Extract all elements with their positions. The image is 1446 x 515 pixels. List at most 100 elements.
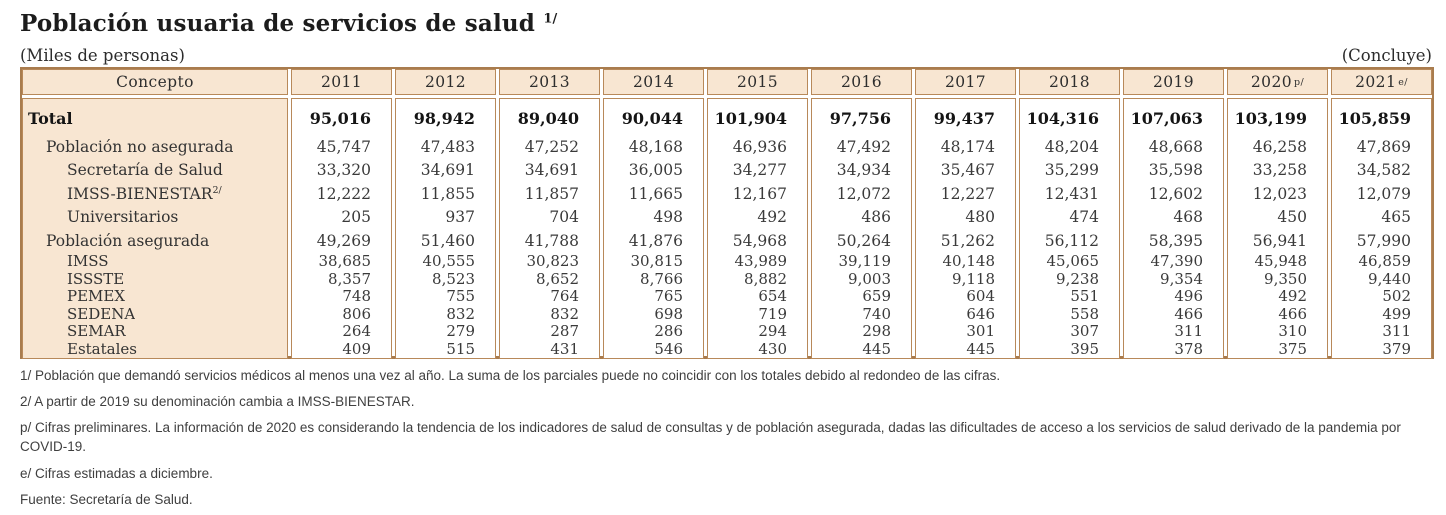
table-row: 12,072 [812, 182, 911, 206]
table-row: 8,523 [396, 270, 495, 288]
year-column-2014: 2014 90,044 48,168 36,005 11,665 498 41,876 30,… [603, 69, 704, 359]
table-row: 30,823 [500, 252, 599, 271]
table-row: 34,934 [812, 159, 911, 183]
table-row: 89,040 [500, 102, 599, 135]
table-row: 205 [292, 206, 391, 230]
year-header-cell: 2021 e/ [1331, 69, 1432, 95]
value-cell: 498 [653, 208, 683, 227]
footnote: 2/ A partir de 2019 su denominación camb… [20, 394, 415, 410]
value-cell: 719 [758, 304, 787, 323]
table-row: 748 [292, 287, 391, 306]
table-row: 41,788 [500, 229, 599, 253]
table-row: 12,167 [708, 182, 807, 206]
year-header-cell: 2014 [603, 69, 704, 95]
year-header-cell: 2012 [395, 69, 496, 95]
table-row: 8,882 [708, 270, 807, 288]
value-cell: 310 [1278, 322, 1307, 341]
value-cell: 379 [1382, 339, 1411, 358]
value-cell: 43,989 [734, 252, 788, 271]
year-column-2020: 2020 p/103,199 46,258 33,258 12,023 450 56,941… [1227, 69, 1328, 359]
table-row: ISSSTE [23, 270, 287, 288]
value-cell: 659 [862, 287, 891, 306]
value-cell: 40,148 [942, 252, 996, 271]
value-cell: 99,437 [933, 109, 995, 128]
year-footnote-marker: e/ [1398, 76, 1408, 88]
table-row: 103,199 [1228, 102, 1327, 135]
value-cell: 45,948 [1254, 252, 1308, 271]
year-column-2018: 2018 104,316 48,204 35,299 12,431 474 56,112 45… [1019, 69, 1120, 359]
value-cell: 47,252 [524, 137, 579, 156]
table-row: 806 [292, 305, 391, 323]
table-row: 38,685 [292, 252, 391, 270]
table-row: 54,968 [708, 229, 807, 253]
row-label: Población no asegurada [46, 137, 234, 156]
value-cell: 546 [654, 339, 683, 358]
value-cell: 748 [342, 287, 371, 306]
table-row: 48,174 [916, 135, 1015, 159]
value-cell: 107,063 [1130, 109, 1203, 128]
value-cell: 35,299 [1044, 161, 1099, 180]
table-row: SEMAR [23, 322, 287, 340]
table-row: Universitarios [23, 206, 287, 230]
concluye-label: (Concluye) [1341, 46, 1432, 65]
year-body: 105,859 47,869 34,582 12,079 465 57,990 46,859… [1331, 98, 1432, 359]
table-row: 311 [1124, 322, 1223, 340]
year-body: 97,756 47,492 34,934 12,072 486 50,264 39,119 9… [811, 98, 912, 359]
value-cell: 12,431 [1044, 184, 1099, 203]
table-row: 499 [1332, 305, 1431, 323]
table-row: 551 [1020, 287, 1119, 305]
table-row: 56,941 [1228, 229, 1327, 253]
table-row: 9,354 [1124, 270, 1223, 288]
table-row: 474 [1020, 206, 1119, 230]
value-cell: 492 [757, 208, 787, 227]
value-cell: 48,204 [1044, 137, 1099, 156]
table-row: 40,555 [396, 252, 495, 270]
value-cell: 34,934 [836, 161, 891, 180]
table-title-text: Población usuaria de servicios de salud [20, 10, 536, 37]
value-cell: 30,823 [526, 252, 580, 271]
table-row: 445 [916, 340, 1015, 358]
value-cell: 806 [342, 304, 371, 323]
value-cell: 468 [1173, 208, 1203, 227]
table-row: 698 [604, 305, 703, 323]
table-row: 515 [396, 340, 495, 358]
value-cell: 937 [445, 208, 475, 227]
value-cell: 515 [446, 339, 475, 358]
year-column-2013: 2013 89,040 47,252 34,691 11,857 704 41,788 30,… [499, 69, 600, 359]
table-row: 48,168 [604, 135, 703, 159]
value-cell: 8,523 [432, 269, 475, 288]
value-cell: 12,222 [316, 184, 371, 203]
year-column-2021: 2021 e/105,859 47,869 34,582 12,079 465 57,990… [1331, 69, 1432, 359]
value-cell: 764 [550, 287, 579, 306]
value-cell: 466 [1174, 304, 1203, 323]
footnote: p/ Cifras preliminares. La información d… [20, 420, 1401, 455]
table-row: 465 [1332, 206, 1431, 230]
value-cell: 58,395 [1148, 231, 1203, 250]
units-label: (Miles de personas) [20, 46, 185, 65]
table-row: 30,815 [604, 252, 703, 270]
table-row: 409 [292, 340, 391, 358]
value-cell: 12,167 [732, 184, 787, 203]
table-row: 43,989 [708, 252, 807, 271]
value-cell: 51,262 [940, 231, 995, 250]
table-row: 9,118 [916, 270, 1015, 288]
value-cell: 311 [1382, 322, 1411, 341]
table-row: 8,357 [292, 270, 391, 288]
value-cell: 450 [1277, 208, 1307, 227]
value-cell: 98,942 [413, 109, 475, 128]
table-row: 307 [1020, 322, 1119, 340]
value-cell: 832 [550, 304, 579, 323]
value-cell: 34,277 [732, 161, 787, 180]
value-cell: 48,174 [940, 137, 995, 156]
year-body: 103,199 46,258 33,258 12,023 450 56,941 45,948… [1227, 98, 1328, 359]
value-cell: 46,258 [1252, 137, 1307, 156]
row-label: IMSS-BIENESTAR2/ [67, 184, 222, 203]
year-header-cell: 2016 [811, 69, 912, 95]
table-row: 98,942 [396, 102, 495, 135]
data-table: Concepto Total Población no asegurada Secr… [20, 67, 1434, 359]
table-row: 45,948 [1228, 252, 1327, 271]
table-row: 9,238 [1020, 270, 1119, 288]
table-row: 480 [916, 206, 1015, 230]
table-row: 468 [1124, 206, 1223, 230]
